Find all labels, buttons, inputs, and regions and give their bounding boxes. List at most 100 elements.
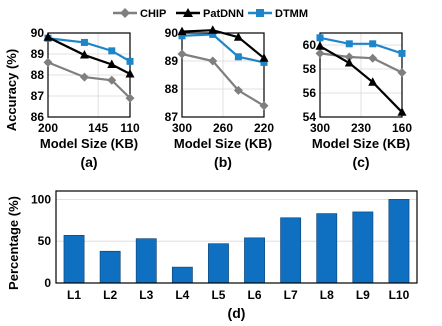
ytick-label: 88	[165, 82, 179, 96]
panel-caption: (a)	[80, 154, 97, 170]
bar-l5	[208, 243, 229, 284]
ytick-label: 86	[31, 110, 45, 124]
data-point-dtmm	[108, 47, 116, 55]
data-point-dtmm	[80, 38, 88, 46]
xlabel: Model Size (KB)	[174, 136, 272, 151]
data-point-chip	[125, 93, 135, 103]
data-point-patdnn	[43, 32, 53, 41]
ytick-label: 88	[31, 68, 45, 82]
ytick-label: 90	[31, 26, 45, 40]
data-point-patdnn	[125, 68, 135, 78]
series-line-dtmm	[181, 33, 265, 64]
xtick-label: L8	[320, 288, 334, 302]
xtick-label: L10	[389, 288, 410, 302]
xtick-label: L4	[175, 288, 189, 302]
xtick-label: 220	[254, 121, 274, 135]
ytick-label: 0	[44, 276, 51, 290]
data-point-dtmm	[369, 40, 377, 48]
xtick-label: 230	[351, 121, 371, 135]
xtick-label: 200	[38, 121, 58, 135]
data-point-patdnn	[368, 77, 378, 86]
bar-l8	[316, 213, 338, 284]
series-line-patdnn	[181, 29, 265, 60]
ytick-label: 58	[303, 62, 317, 76]
bar-l1	[63, 235, 85, 284]
legend-marker-dtmm	[256, 9, 264, 17]
ytick-label: 89	[31, 47, 45, 61]
ytick-label: 87	[31, 89, 45, 103]
plot-frame	[55, 190, 418, 284]
bar-l4	[171, 266, 193, 284]
data-point-chip	[79, 72, 89, 82]
bar-l9	[352, 211, 374, 284]
series-line-patdnn	[47, 36, 131, 75]
legend: CHIP PatDNN DTMM	[113, 8, 308, 20]
data-point-chip	[397, 68, 407, 78]
data-point-dtmm	[398, 49, 406, 57]
data-point-patdnn	[397, 107, 407, 116]
xtick-label: 260	[213, 121, 233, 135]
ytick-label: 60	[303, 38, 317, 52]
data-point-dtmm	[126, 57, 134, 65]
xtick-label: L5	[211, 288, 225, 302]
data-point-chip	[368, 53, 378, 63]
data-point-chip	[208, 56, 218, 66]
xtick-label: L7	[284, 288, 298, 302]
data-point-dtmm	[234, 53, 242, 61]
legend-label-chip: CHIP	[140, 8, 166, 20]
data-point-chip	[43, 57, 53, 67]
ytick-label: 54	[303, 110, 317, 124]
legend-label-dtmm: DTMM	[275, 8, 308, 20]
data-point-patdnn	[233, 32, 243, 41]
xtick-label: 300	[172, 121, 192, 135]
data-point-patdnn	[208, 25, 218, 34]
ytick-label: 87	[165, 110, 179, 124]
data-point-chip	[259, 101, 269, 111]
panel-caption: (c)	[352, 154, 369, 170]
panel-caption: (d)	[228, 305, 246, 321]
ylabel-accuracy: Accuracy (%)	[4, 49, 19, 131]
legend-label-patdnn: PatDNN	[203, 8, 244, 20]
data-point-patdnn	[259, 53, 269, 62]
data-point-dtmm	[345, 40, 353, 48]
data-point-patdnn	[315, 41, 325, 50]
ytick-label: 50	[38, 234, 52, 248]
data-point-chip	[315, 48, 325, 58]
series-line-dtmm	[47, 37, 131, 63]
xtick-label: 145	[88, 121, 108, 135]
ytick-label: 90	[165, 26, 179, 40]
xtick-label: L2	[103, 288, 117, 302]
data-point-chip	[107, 75, 117, 85]
xtick-label: 160	[392, 121, 412, 135]
series-line-patdnn	[319, 45, 403, 113]
data-point-dtmm	[260, 58, 268, 66]
xtick-label: L3	[139, 288, 153, 302]
ytick-label: 100	[31, 192, 51, 206]
xlabel: Model Size (KB)	[312, 136, 410, 151]
bar-l2	[99, 250, 121, 284]
data-point-chip	[233, 85, 243, 95]
xtick-label: 300	[310, 121, 330, 135]
data-point-dtmm	[209, 30, 217, 38]
data-point-chip	[344, 52, 354, 62]
data-point-dtmm	[178, 32, 186, 40]
ytick-label: 89	[165, 54, 179, 68]
bar-l10	[388, 199, 410, 284]
series-line-chip	[181, 52, 265, 107]
bar-l7	[280, 217, 302, 284]
data-point-patdnn	[344, 58, 354, 67]
panel-d: 0 50 100 L1 L2 L3 L4 L5 L6 L7 L8 L9 L10 (d)	[31, 190, 418, 321]
series-line-chip	[47, 61, 131, 99]
bar-l3	[135, 238, 157, 284]
panel-caption: (b)	[214, 154, 232, 170]
data-point-chip	[177, 49, 187, 59]
data-point-patdnn	[107, 59, 117, 68]
xlabel: Model Size (KB)	[40, 136, 138, 151]
data-point-patdnn	[79, 50, 89, 59]
xtick-label: L1	[67, 288, 81, 302]
ylabel-percentage: Percentage (%)	[6, 196, 21, 290]
